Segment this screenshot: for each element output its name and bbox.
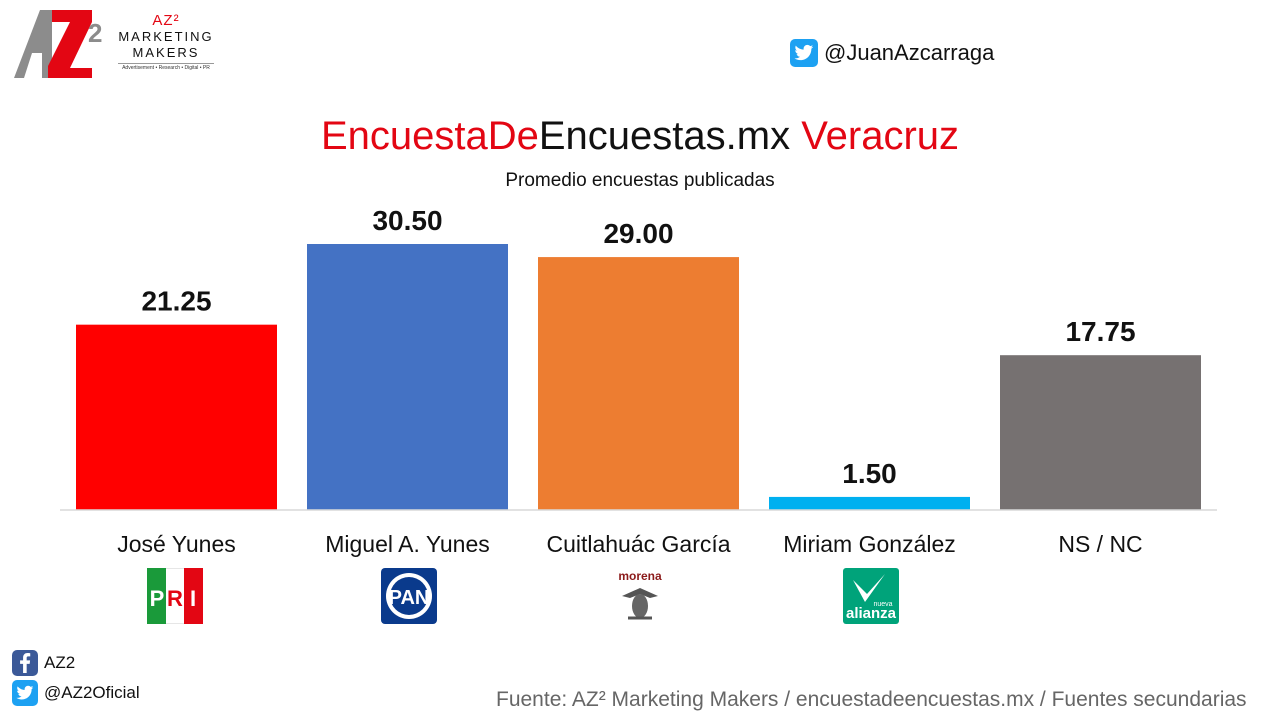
category-label-2: Miguel A. Yunes — [325, 531, 490, 557]
svg-text:2: 2 — [88, 18, 102, 48]
category-label-4: Miriam González — [783, 531, 956, 557]
bar-5 — [1000, 355, 1201, 510]
title-part-1: EncuestaDe — [320, 114, 539, 158]
value-label-2: 30.50 — [372, 205, 442, 236]
twitter-label: @AZ2Oficial — [44, 683, 140, 702]
brand-tagline: Advertisement • Research • Digital • PR — [118, 63, 214, 71]
twitter-link[interactable]: @AZ2Oficial — [12, 678, 140, 708]
brand-makers: MAKERS — [132, 45, 200, 60]
svg-text:nueva: nueva — [873, 601, 892, 608]
title-part-2: Encuestas.mx — [538, 114, 791, 158]
svg-text:I: I — [190, 586, 196, 611]
bar-4 — [769, 496, 970, 510]
twitter-handle-top[interactable]: @JuanAzcarraga — [790, 38, 994, 68]
pri-logo-icon: P R I — [147, 568, 203, 624]
facebook-link[interactable]: AZ2 — [12, 648, 140, 678]
facebook-label: AZ2 — [44, 653, 76, 672]
svg-text:morena: morena — [618, 569, 662, 583]
nueva-alianza-logo-icon: nueva alianza — [843, 568, 899, 624]
bar-3 — [538, 257, 739, 510]
value-label-1: 21.25 — [141, 286, 211, 317]
category-label-1: José Yunes — [117, 531, 236, 557]
value-label-4: 1.50 — [842, 458, 897, 489]
morena-logo-icon: morena — [618, 569, 662, 620]
pan-logo-icon: PAN — [381, 568, 437, 624]
value-label-3: 29.00 — [603, 218, 673, 249]
value-label-5: 17.75 — [1065, 316, 1135, 347]
chart-subtitle: Promedio encuestas publicadas — [505, 170, 775, 191]
category-label-3: Cuitlahuác García — [546, 531, 730, 557]
chart-title: EncuestaDeEncuestas.mx Veracruz — [0, 114, 1280, 159]
svg-text:alianza: alianza — [846, 605, 897, 622]
brand-name: AZ² — [152, 12, 180, 29]
svg-text:P: P — [150, 586, 165, 611]
svg-text:PAN: PAN — [389, 587, 430, 609]
source-note: Fuente: AZ² Marketing Makers / encuestad… — [496, 688, 1247, 711]
twitter-icon — [790, 39, 818, 67]
brand-text: AZ² MARKETING MAKERS Advertisement • Res… — [118, 12, 214, 71]
az2-logo-icon: 2 — [14, 10, 102, 78]
brand-logo: 2 AZ² MARKETING MAKERS Advertisement • R… — [12, 8, 214, 83]
facebook-icon — [12, 650, 38, 676]
social-links: AZ2 @AZ2Oficial — [12, 648, 140, 708]
title-part-3: Veracruz — [801, 114, 960, 158]
bar-1 — [76, 324, 277, 510]
twitter-icon-footer — [12, 680, 38, 706]
svg-text:R: R — [167, 586, 183, 611]
twitter-handle-text: @JuanAzcarraga — [824, 40, 995, 65]
brand-marketing: MARKETING — [118, 29, 214, 44]
category-label-5: NS / NC — [1058, 531, 1142, 557]
bar-2 — [307, 244, 508, 510]
